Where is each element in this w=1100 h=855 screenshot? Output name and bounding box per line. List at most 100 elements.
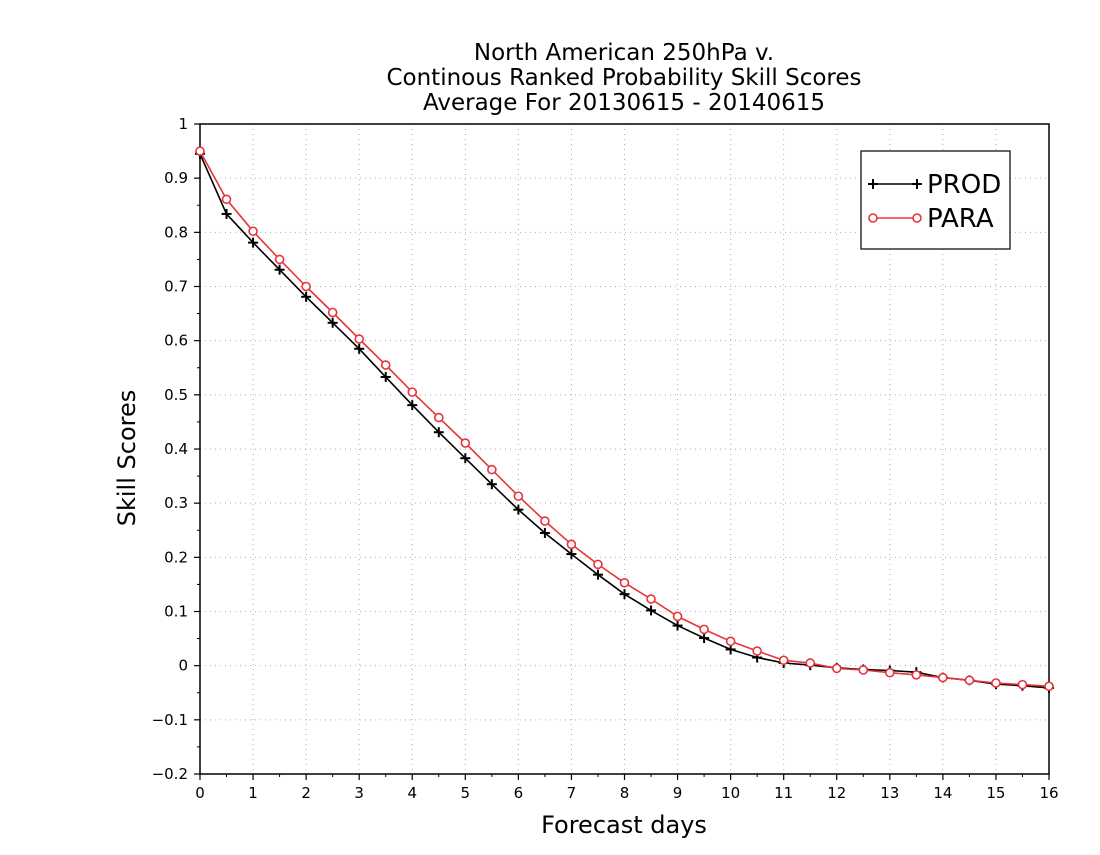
chart-title-line-2: Continous Ranked Probability Skill Score…	[386, 65, 861, 91]
data-point-prod	[592, 569, 603, 580]
x-tick-label: 1	[248, 784, 258, 802]
series-layer	[195, 146, 1054, 693]
data-point-prod	[221, 208, 232, 219]
data-point-para	[938, 672, 948, 683]
data-point-para	[672, 611, 683, 622]
data-point-para	[407, 387, 418, 397]
x-tick-label: 10	[721, 784, 740, 802]
y-axis-label: Skill Scores	[113, 390, 141, 527]
x-tick-label: 14	[933, 784, 952, 802]
x-axis-label: Forecast days	[541, 811, 707, 839]
data-point-para	[301, 281, 311, 292]
data-point-para	[540, 516, 550, 526]
data-point-para	[964, 675, 975, 686]
x-axis-ticks: 0 1 2 3 4 5 6 7 8 9 10 11 12 13 14 15 16	[195, 774, 1059, 802]
x-tick-label: 0	[195, 784, 205, 802]
x-tick-label: 2	[301, 784, 311, 802]
y-tick-label: −0.2	[152, 765, 188, 783]
x-tick-label: 9	[673, 784, 683, 802]
data-point-para	[778, 655, 789, 666]
data-point-para	[380, 360, 391, 370]
y-tick-label: 0	[178, 657, 188, 675]
data-point-para	[646, 594, 656, 604]
data-point-prod	[566, 549, 577, 560]
data-point-prod	[248, 237, 259, 248]
y-tick-label: 0.5	[164, 386, 188, 404]
data-point-prod	[619, 589, 630, 600]
data-point-para	[885, 667, 895, 678]
y-tick-label: 0.4	[164, 440, 188, 458]
y-tick-label: 0.2	[164, 548, 188, 566]
chart-title-line-3: Average For 20130615 - 20140615	[423, 90, 825, 116]
data-point-para	[248, 226, 258, 237]
data-point-para	[593, 559, 603, 570]
legend-box	[860, 150, 1011, 250]
data-point-para	[354, 334, 364, 344]
data-point-para	[327, 307, 338, 318]
legend-marker-para	[868, 213, 878, 223]
x-tick-label: 11	[774, 784, 793, 802]
data-point-prod	[513, 504, 524, 515]
y-tick-label: 0.7	[164, 278, 188, 296]
legend: PROD PARA	[860, 150, 1011, 250]
data-point-prod	[327, 317, 338, 328]
data-point-para	[487, 464, 497, 475]
data-point-prod	[274, 264, 285, 275]
legend-label-para: PARA	[927, 204, 994, 234]
x-tick-label: 5	[461, 784, 471, 802]
x-tick-label: 12	[827, 784, 846, 802]
x-tick-label: 13	[880, 784, 899, 802]
data-point-para	[911, 670, 922, 680]
x-tick-label: 8	[620, 784, 630, 802]
y-tick-label: 1	[178, 115, 188, 133]
data-point-para	[221, 194, 232, 205]
data-point-para	[1017, 679, 1028, 690]
x-tick-label: 3	[354, 784, 364, 802]
legend-marker-para	[912, 213, 922, 223]
data-point-prod	[646, 605, 657, 616]
data-point-para	[991, 678, 1001, 688]
data-point-para	[619, 577, 630, 588]
x-tick-label: 15	[986, 784, 1005, 802]
data-point-prod	[354, 343, 365, 354]
data-point-prod	[301, 291, 312, 302]
data-point-para	[699, 624, 709, 635]
y-tick-label: −0.1	[152, 711, 188, 729]
data-point-para	[831, 663, 842, 674]
data-point-prod	[460, 453, 471, 464]
y-tick-label: 0.6	[164, 332, 188, 350]
data-point-para	[752, 646, 762, 656]
grid-lines	[200, 124, 1049, 774]
data-point-prod	[380, 371, 391, 382]
data-point-prod	[672, 620, 683, 631]
chart-title-line-1: North American 250hPa v.	[474, 40, 774, 66]
x-tick-label: 7	[567, 784, 577, 802]
data-point-para	[725, 636, 736, 647]
data-point-para	[805, 658, 816, 668]
data-point-para	[513, 491, 524, 501]
x-tick-label: 16	[1039, 784, 1058, 802]
data-point-prod	[699, 633, 710, 644]
data-point-para	[858, 665, 869, 675]
data-point-para	[460, 438, 471, 448]
legend-marker-prod	[868, 179, 878, 189]
data-point-prod	[539, 527, 550, 538]
chart-title: North American 250hPa v. Continous Ranke…	[386, 40, 861, 116]
y-tick-label: 0.9	[164, 169, 188, 187]
y-axis-ticks: −0.2 −0.1 0 0.1 0.2 0.3 0.4 0.5 0.6 0.7 0.8 0.9 1	[152, 115, 200, 783]
data-point-para	[566, 539, 577, 550]
data-point-para	[274, 254, 285, 265]
y-tick-label: 0.1	[164, 603, 188, 621]
data-point-para	[195, 146, 205, 156]
legend-marker-prod	[912, 179, 922, 189]
y-tick-label: 0.8	[164, 223, 188, 241]
data-point-para	[433, 412, 444, 423]
legend-label-prod: PROD	[927, 170, 1001, 200]
x-tick-label: 6	[514, 784, 524, 802]
data-point-prod	[407, 400, 418, 411]
data-point-prod	[486, 479, 497, 490]
data-point-prod	[433, 427, 444, 438]
data-point-para	[1044, 681, 1054, 692]
